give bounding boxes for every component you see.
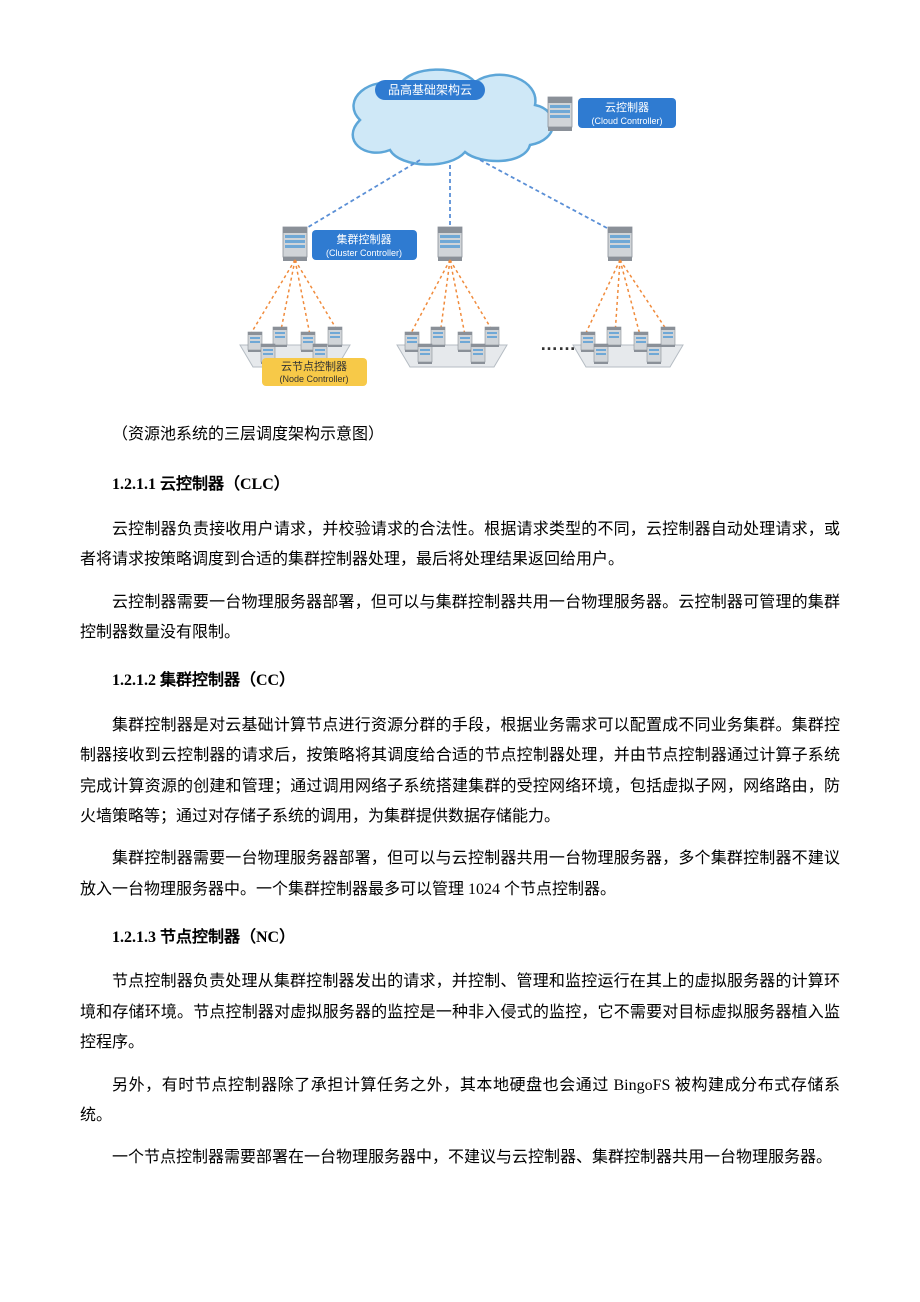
node-controller-label-cn: 云节点控制器 [281, 359, 347, 373]
cloud-controller-label: 云控制器 (Cloud Controller) [578, 98, 676, 128]
cloud-title-text: 品高基础架构云 [388, 82, 472, 97]
cluster-server-1 [283, 227, 307, 261]
section-heading-3: 1.2.1.3 节点控制器（NC） [80, 923, 840, 953]
architecture-diagram: 品高基础架构云 云控制器 (Cloud Controller) 集群控制器 (C… [200, 60, 720, 400]
cluster-to-node-lines [250, 260, 670, 335]
cloud-controller-server [548, 97, 572, 131]
section-1-para-1: 云控制器负责接收用户请求，并校验请求的合法性。根据请求类型的不同，云控制器自动处… [80, 515, 840, 576]
cluster-controller-label-cn: 集群控制器 [337, 232, 392, 246]
section-heading-1: 1.2.1.1 云控制器（CLC） [80, 470, 840, 500]
section-1-para-2: 云控制器需要一台物理服务器部署，但可以与集群控制器共用一台物理服务器。云控制器可… [80, 588, 840, 649]
node-controller-label: 云节点控制器 (Node Controller) [262, 358, 367, 386]
cluster-server-3 [608, 227, 632, 261]
diagram-caption: （资源池系统的三层调度架构示意图） [80, 420, 840, 450]
cluster-server-2 [438, 227, 462, 261]
section-3-para-2: 另外，有时节点控制器除了承担计算任务之外，其本地硬盘也会通过 BingoFS 被… [80, 1071, 840, 1132]
section-2-para-1: 集群控制器是对云基础计算节点进行资源分群的手段，根据业务需求可以配置成不同业务集… [80, 711, 840, 833]
cloud-controller-label-en: (Cloud Controller) [591, 116, 662, 126]
cluster-controller-label-en: (Cluster Controller) [326, 248, 402, 258]
section-3-para-3: 一个节点控制器需要部署在一台物理服务器中，不建议与云控制器、集群控制器共用一台物… [80, 1143, 840, 1173]
node-controller-label-en: (Node Controller) [279, 374, 348, 384]
section-heading-2: 1.2.1.2 集群控制器（CC） [80, 666, 840, 696]
cloud-controller-label-cn: 云控制器 [605, 100, 649, 114]
section-3-para-1: 节点控制器负责处理从集群控制器发出的请求，并控制、管理和监控运行在其上的虚拟服务… [80, 967, 840, 1058]
cluster-controller-label: 集群控制器 (Cluster Controller) [312, 230, 417, 260]
section-2-para-2: 集群控制器需要一台物理服务器部署，但可以与云控制器共用一台物理服务器，多个集群控… [80, 844, 840, 905]
ellipsis-text: …… [540, 334, 576, 354]
cloud-title-label: 品高基础架构云 [375, 80, 485, 100]
